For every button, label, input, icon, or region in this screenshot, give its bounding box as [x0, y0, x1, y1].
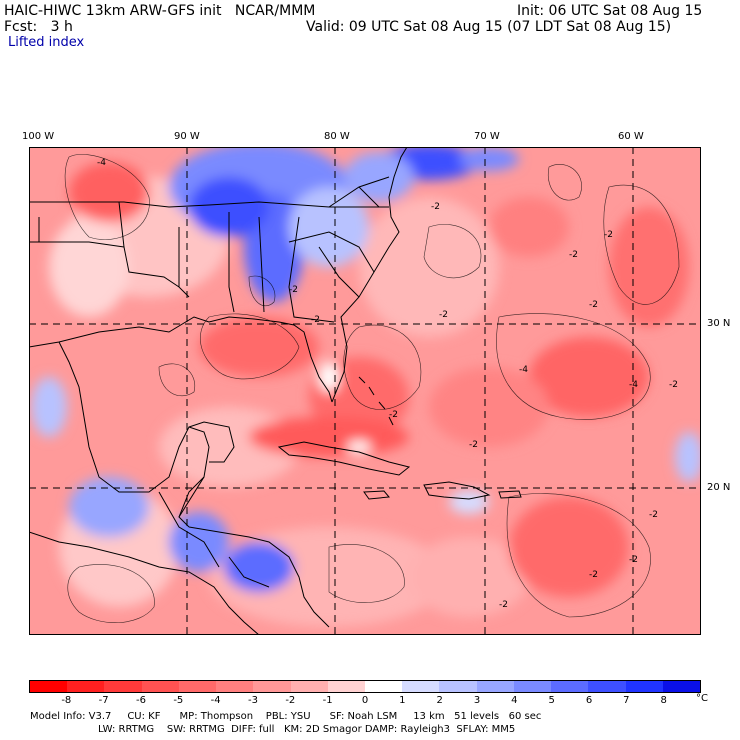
field-name: Lifted index	[8, 35, 85, 50]
colorbar-tick-label: 7	[623, 695, 630, 706]
colorbar-tick-label: -7	[98, 695, 109, 706]
colorbar-tick-label: 6	[585, 695, 593, 706]
colorbar-tick-label: -2	[285, 695, 296, 706]
latlon-grid	[29, 147, 701, 635]
colorbar-cell	[662, 681, 700, 692]
colorbar-cell	[178, 681, 217, 692]
colorbar-tick-label: -6	[136, 695, 146, 706]
contour-value-label: -2	[669, 380, 678, 390]
contour-value-label: -2	[629, 555, 638, 565]
init-time: Init: 06 UTC Sat 08 Aug 15	[517, 3, 703, 19]
valid-time: Valid: 09 UTC Sat 08 Aug 15 (07 LDT Sat …	[306, 19, 672, 35]
contour-value-label: -4	[629, 380, 638, 390]
model-title: HAIC-HIWC 13km ARW-GFS init NCAR/MMM	[4, 3, 316, 19]
contour-value-label: -4	[97, 158, 106, 168]
colorbar-tick-label: -8	[61, 695, 72, 706]
colorbar-cell	[551, 681, 589, 692]
lon-label-70w: 70 W	[474, 131, 500, 142]
colorbar-cell	[625, 681, 663, 692]
colorbar-tick-label: 2	[436, 695, 443, 706]
colorbar-cell	[104, 681, 142, 692]
model-info-line1: Model Info: V3.7 CU: KF MP: Thompson PBL…	[30, 711, 542, 722]
colorbar-cell	[290, 681, 328, 692]
colorbar-cell	[513, 681, 552, 692]
colorbar-tick-label: 0	[361, 695, 369, 706]
colorbar-tick-label: 8	[660, 695, 667, 706]
colorbar-cell	[439, 681, 477, 692]
colorbar-unit: °C	[696, 693, 708, 704]
contour-value-label: -2	[469, 440, 478, 450]
colorbar-cell	[67, 681, 105, 692]
colorbar-tick-label: 4	[511, 695, 518, 706]
contour-value-label: -2	[289, 285, 298, 295]
lon-label-100w: 100 W	[22, 131, 55, 142]
forecast-hour: Fcst: 3 h	[4, 19, 73, 35]
contour-value-label: -2	[431, 202, 440, 212]
contour-labels: -4 -2 -2 -2 -2 -2 -2 -2 -2 -4 -4 -2 -2 -2 -2 -2 -2	[97, 158, 678, 610]
colorbar-cell	[30, 681, 68, 692]
colorbar-cell	[253, 681, 291, 692]
colorbar-cell	[364, 681, 403, 692]
lat-label-20n: 20 N	[707, 482, 731, 493]
contour-value-label: -4	[519, 365, 528, 375]
colorbar-cell	[216, 681, 254, 692]
colorbar-tick-label: 3	[473, 695, 481, 706]
colorbar-cell	[327, 681, 365, 692]
lon-label-90w: 90 W	[174, 131, 200, 142]
lifted-index-map: -4 -2 -2 -2 -2 -2 -2 -2 -2 -4 -4 -2 -2 -2 -2 -2 -2	[29, 147, 701, 635]
colorbar	[29, 680, 701, 693]
contour-value-label: -2	[499, 600, 508, 610]
colorbar-tick-label: 5	[548, 695, 555, 706]
lon-label-60w: 60 W	[618, 131, 644, 142]
colorbar-cell	[402, 681, 440, 692]
contour-value-label: -2	[569, 250, 578, 260]
colorbar-cell	[476, 681, 514, 692]
contour-value-label: -2	[649, 510, 658, 520]
map-frame	[29, 147, 701, 635]
contour-value-label: -2	[389, 410, 398, 420]
contour-value-label: -2	[439, 310, 448, 320]
model-info-line2: LW: RRTMG SW: RRTMG DIFF: full KM: 2D Sm…	[98, 724, 516, 735]
contour-value-label: -2	[604, 230, 613, 240]
colorbar-tick-label: -4	[210, 695, 221, 706]
colorbar-cell	[588, 681, 626, 692]
colorbar-tick-label: -5	[173, 695, 184, 706]
contour-value-label: -2	[589, 570, 598, 580]
colorbar-tick-label: -1	[322, 695, 333, 706]
lon-label-80w: 80 W	[324, 131, 350, 142]
contours	[64, 154, 680, 623]
contour-value-label: -2	[311, 315, 320, 325]
lat-label-30n: 30 N	[707, 318, 731, 329]
contour-value-label: -2	[589, 300, 598, 310]
colorbar-cell	[141, 681, 179, 692]
colorbar-tick-label: 1	[399, 695, 406, 706]
colorbar-tick-label: -3	[248, 695, 258, 706]
coastlines	[29, 147, 522, 635]
